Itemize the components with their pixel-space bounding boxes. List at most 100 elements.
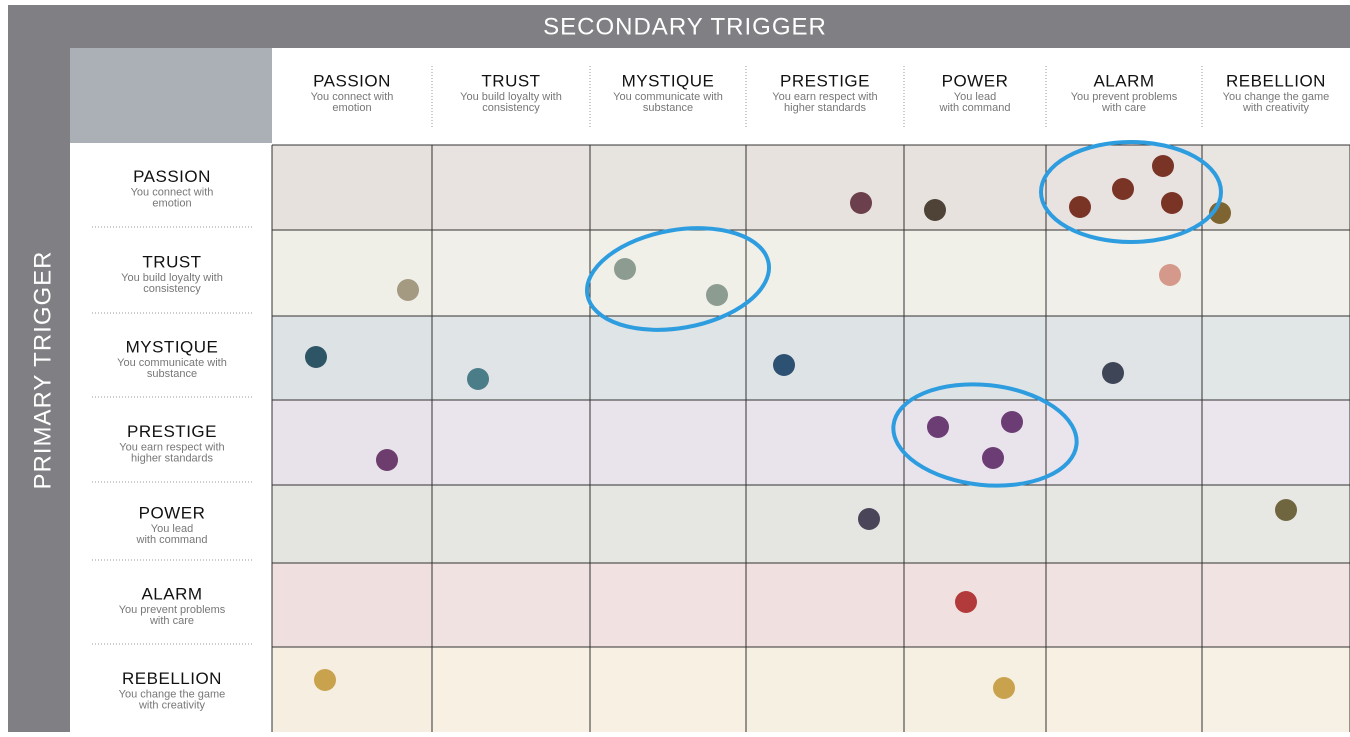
column-name: MYSTIQUE xyxy=(622,71,715,90)
cell xyxy=(904,400,1046,485)
cell xyxy=(432,316,590,400)
cell xyxy=(1202,230,1350,316)
dot xyxy=(1112,178,1134,200)
column-description: You communicate with xyxy=(613,91,723,103)
column-description: consistency xyxy=(482,102,540,114)
highlight xyxy=(891,382,1079,488)
column-description: You earn respect with xyxy=(772,91,877,103)
dot xyxy=(1102,362,1124,384)
column-description: You change the game xyxy=(1223,91,1330,103)
cell xyxy=(1046,316,1202,400)
highlight xyxy=(584,226,772,332)
cell xyxy=(590,485,746,563)
header-bar xyxy=(8,5,1350,48)
cell xyxy=(590,563,746,647)
row-name: PRESTIGE xyxy=(127,422,217,441)
dot xyxy=(314,669,336,691)
cell xyxy=(1046,400,1202,485)
cell xyxy=(432,563,590,647)
dot xyxy=(614,258,636,280)
row-description: with creativity xyxy=(138,699,206,711)
dot xyxy=(1159,264,1181,286)
cell xyxy=(432,145,590,230)
row-name: POWER xyxy=(139,503,206,522)
row-description: You change the game xyxy=(119,688,226,700)
dot xyxy=(982,447,1004,469)
cell xyxy=(432,400,590,485)
cell xyxy=(1046,563,1202,647)
dot xyxy=(773,354,795,376)
row-description: consistency xyxy=(143,283,201,295)
column-description: You build loyalty with xyxy=(460,91,562,103)
cell xyxy=(746,400,904,485)
cell xyxy=(746,563,904,647)
column-description: You prevent problems xyxy=(1071,91,1178,103)
corner-cell xyxy=(70,48,272,143)
row-name: REBELLION xyxy=(122,669,222,688)
cell xyxy=(432,230,590,316)
dot xyxy=(1161,192,1183,214)
row-description: emotion xyxy=(152,197,191,209)
dot xyxy=(1001,411,1023,433)
cell xyxy=(746,145,904,230)
row-description: You connect with xyxy=(131,186,214,198)
row-description: You lead xyxy=(151,523,193,535)
row-description: higher standards xyxy=(131,452,213,464)
cell xyxy=(272,230,432,316)
cell xyxy=(272,316,432,400)
cell xyxy=(904,230,1046,316)
cell xyxy=(746,230,904,316)
highlight xyxy=(1039,140,1223,244)
dot xyxy=(1152,155,1174,177)
dot xyxy=(467,368,489,390)
row-description: with care xyxy=(149,615,194,627)
cell xyxy=(904,316,1046,400)
column-description: with creativity xyxy=(1242,102,1310,114)
cell xyxy=(272,485,432,563)
column-name: TRUST xyxy=(481,71,540,90)
column-description: with care xyxy=(1101,102,1146,114)
dot xyxy=(924,199,946,221)
cell xyxy=(904,647,1046,732)
highlights xyxy=(584,140,1223,488)
row-description: You earn respect with xyxy=(119,441,224,453)
column-name: POWER xyxy=(942,71,1009,90)
cell xyxy=(590,145,746,230)
dot xyxy=(376,449,398,471)
column-description: higher standards xyxy=(784,102,866,114)
side-title: PRIMARY TRIGGER xyxy=(29,250,56,489)
row-name: ALARM xyxy=(141,584,202,603)
dot xyxy=(706,284,728,306)
cell xyxy=(272,563,432,647)
cell xyxy=(1202,316,1350,400)
grid xyxy=(271,144,1350,732)
dot xyxy=(858,508,880,530)
dot xyxy=(955,591,977,613)
dot xyxy=(1069,196,1091,218)
cell xyxy=(590,400,746,485)
dot xyxy=(850,192,872,214)
cell xyxy=(1046,647,1202,732)
cell xyxy=(590,647,746,732)
cell xyxy=(1202,563,1350,647)
row-name: MYSTIQUE xyxy=(126,337,219,356)
dot xyxy=(993,677,1015,699)
dot xyxy=(397,279,419,301)
row-description: You build loyalty with xyxy=(121,272,223,284)
column-name: REBELLION xyxy=(1226,71,1326,90)
cell xyxy=(746,485,904,563)
row-name: TRUST xyxy=(142,252,201,271)
cell xyxy=(904,485,1046,563)
cell xyxy=(272,145,432,230)
cell xyxy=(272,400,432,485)
column-description: You connect with xyxy=(311,91,394,103)
column-description: You lead xyxy=(954,91,996,103)
cell xyxy=(1046,485,1202,563)
row-description: with command xyxy=(136,534,208,546)
row-description: substance xyxy=(147,368,197,380)
cell xyxy=(272,647,432,732)
column-description: emotion xyxy=(332,102,371,114)
side-bar xyxy=(8,48,70,732)
